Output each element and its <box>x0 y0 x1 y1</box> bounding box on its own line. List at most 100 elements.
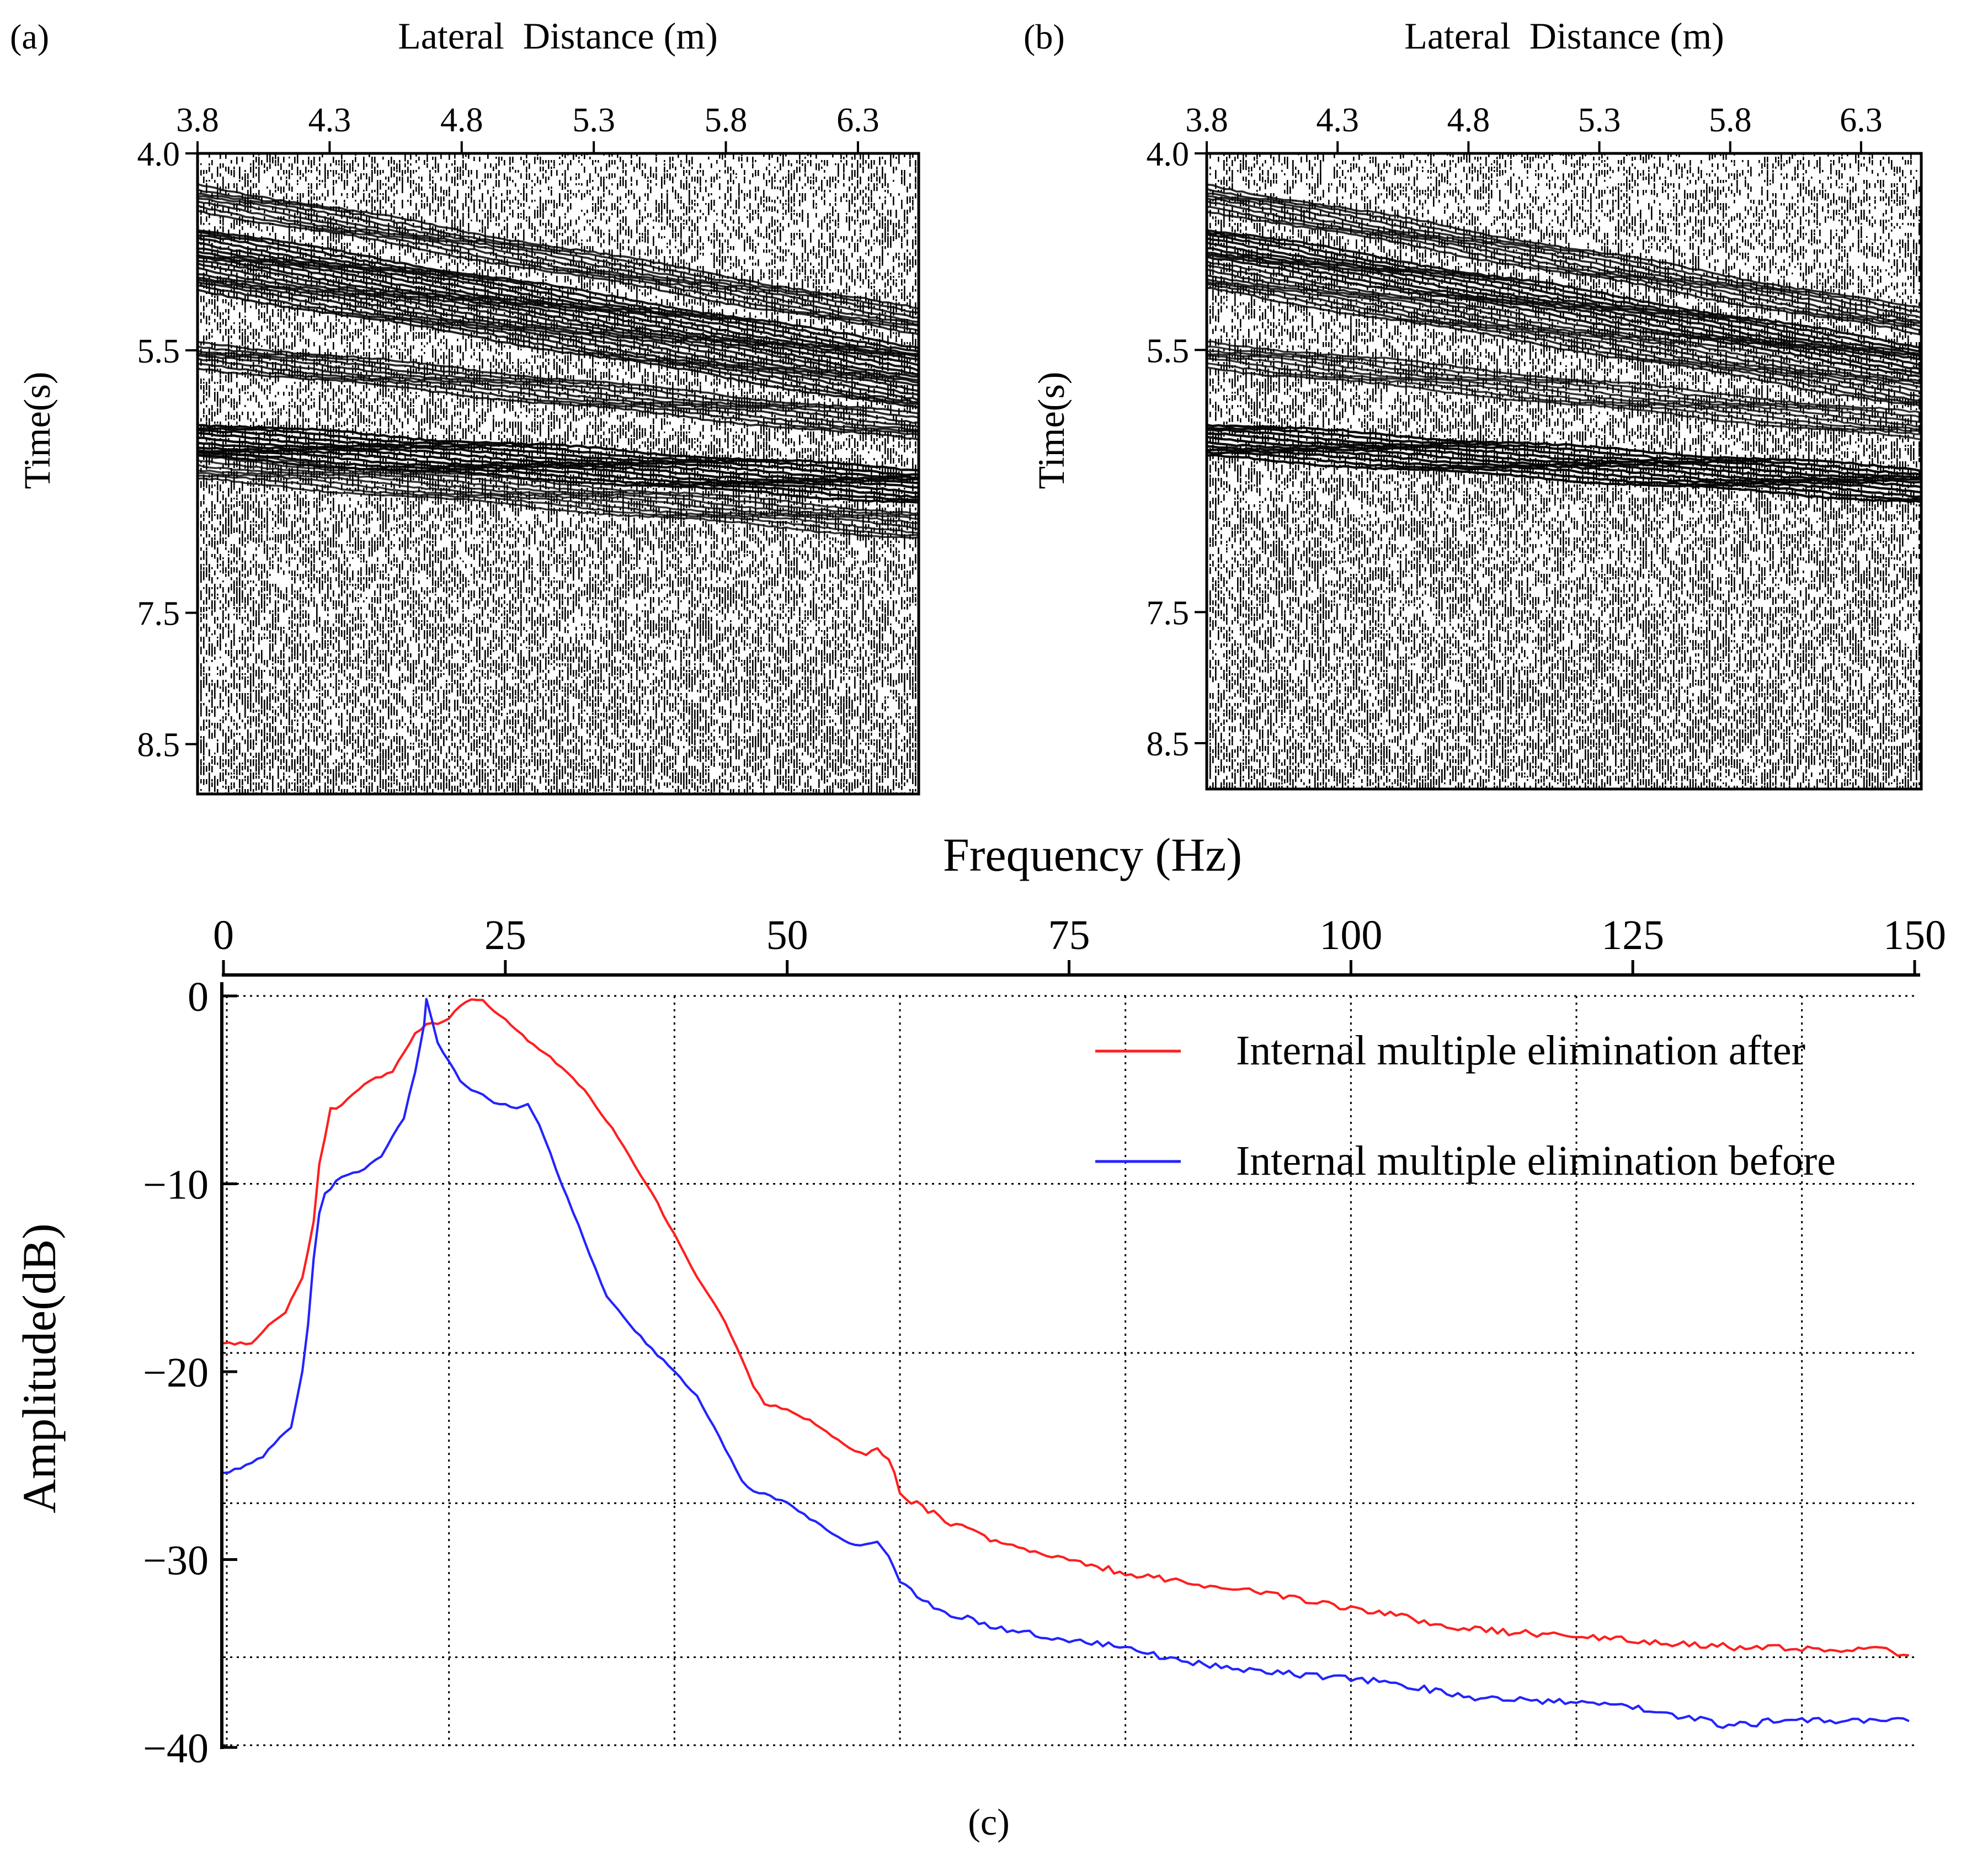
panel-a-reflector-line <box>198 229 919 349</box>
panel-a-reflector-line <box>198 236 919 358</box>
panel-b-reflector-line <box>1207 254 1921 375</box>
panel-a-reflector-line <box>198 451 919 515</box>
panel-a-reflector-line <box>198 472 919 535</box>
panel-a-reflector-line <box>198 247 919 366</box>
panel-a-reflector-line <box>198 197 919 326</box>
chart-c-xtick-label: 25 <box>484 912 526 958</box>
panel-a-reflector-line <box>198 367 919 441</box>
panel-b-reflector-line <box>1207 205 1921 332</box>
panel-a-xlabel: Lateral Distance (m) <box>398 15 718 57</box>
panel-a-reflector-line <box>198 262 919 384</box>
panel-b-ytick-label: 8.5 <box>1147 726 1190 763</box>
panel-b-reflector <box>1207 423 1921 504</box>
panel-a-reflector-line <box>198 273 919 392</box>
chart-c-xtick-label: 50 <box>766 912 808 958</box>
panel-a-reflector-line <box>198 259 919 381</box>
chart-c-yticks: 0 −10 −20 −30 −40 <box>143 974 237 1772</box>
panel-a-ytick-label: 5.5 <box>137 333 180 370</box>
panel-a-reflector-line <box>198 363 919 436</box>
panel-b-reflector-line <box>1207 210 1921 336</box>
panel-a-reflector-line <box>198 341 919 415</box>
panel-a-xtick-label: 5.3 <box>572 102 615 139</box>
chart-c-ytick-label: −10 <box>143 1162 209 1208</box>
panel-b-reflector-line <box>1207 435 1921 484</box>
panel-b-reflector-line <box>1207 440 1921 488</box>
panel-a-reflector-line <box>198 455 919 516</box>
panel-a-xtick-label: 4.8 <box>440 102 483 139</box>
panel-b-yticks: 4.0 5.5 7.5 8.5 <box>1147 136 1207 763</box>
panel-a-reflector-line <box>198 446 919 494</box>
chart-c-xlabel: Frequency (Hz) <box>943 828 1242 881</box>
panel-b-reflector-line <box>1207 454 1921 504</box>
seismic-section-a: (a) Lateral Distance (m) Time(s) 3.8 4.3 4… <box>10 15 920 796</box>
panel-b-reflector-line <box>1207 231 1921 353</box>
panel-b-xticks: 3.8 4.3 4.8 5.3 5.8 6.3 <box>1185 102 1883 153</box>
panel-a-reflector-line <box>198 254 919 376</box>
panel-a-frame <box>196 152 920 796</box>
panel-a-reflector-line <box>198 475 919 537</box>
panel-c-label: (c) <box>968 1801 1009 1843</box>
panel-a-reflector-line <box>198 281 919 403</box>
panel-a-reflector <box>198 229 919 378</box>
series-line-before <box>223 998 1910 1729</box>
panel-b-reflector-line <box>1207 354 1921 430</box>
panel-a-reflector-line <box>198 352 919 429</box>
panel-b-ylabel: Time(s) <box>1030 372 1072 489</box>
panel-a-reflector-line <box>198 477 919 539</box>
panel-b-frame <box>1205 152 1923 791</box>
panel-a-reflector-line <box>198 451 919 502</box>
panel-a-reflector-line <box>198 250 919 372</box>
panel-a-reflector-line <box>198 267 919 387</box>
panel-a-reflector-line <box>198 454 919 504</box>
chart-c-xtick-label: 75 <box>1048 912 1090 958</box>
chart-c-plot-area <box>223 996 1915 1747</box>
panel-b-reflector-line <box>1207 432 1921 481</box>
panel-b-reflector-line <box>1207 451 1921 501</box>
panel-b-reflector-line <box>1207 340 1921 414</box>
panel-b-reflector-line <box>1207 357 1921 433</box>
panel-a-reflector-line <box>198 200 919 327</box>
panel-b-reflector-line <box>1207 281 1921 402</box>
panel-a-reflector-line <box>198 231 919 353</box>
panel-a-reflector-line <box>198 350 919 424</box>
panel-b-ytick-label: 7.5 <box>1147 594 1190 632</box>
panel-a-xticks: 3.8 4.3 4.8 5.3 5.8 6.3 <box>176 102 880 153</box>
panel-b-reflector-line <box>1207 252 1921 370</box>
legend-label-before: Internal multiple elimination before <box>1236 1138 1836 1184</box>
panel-b-reflector-line <box>1207 449 1921 498</box>
panel-a-reflector-line <box>198 205 919 332</box>
chart-c-ylabel: Amplitude(dB) <box>13 1223 66 1513</box>
panel-b-reflector-line <box>1207 283 1921 404</box>
panel-a-reflector <box>198 183 919 335</box>
panel-a-reflector-line <box>198 449 919 499</box>
panel-b-reflector-line <box>1207 366 1921 441</box>
panel-b-reflector-line <box>1207 362 1921 435</box>
panel-b-reflector-line <box>1207 350 1921 423</box>
panel-b-reflectors <box>1207 183 1921 504</box>
panel-b-reflector-line <box>1207 278 1921 398</box>
panel-b-reflector-line <box>1207 183 1921 309</box>
panel-a-reflector-line <box>198 210 919 335</box>
chart-c-ytick-label: 0 <box>188 974 209 1020</box>
panel-a-reflector-line <box>198 188 919 314</box>
panel-a-reflector-line <box>198 183 919 310</box>
panel-a-reflector-line <box>198 431 919 481</box>
panel-b-reflector-line <box>1207 255 1921 379</box>
panel-b-label: (b) <box>1024 17 1065 56</box>
panel-a-reflector-line <box>198 463 919 524</box>
chart-c-ytick-label: −20 <box>143 1350 209 1396</box>
panel-b-reflector <box>1207 183 1921 336</box>
series-line-after <box>223 998 1910 1657</box>
spectrum-chart: Frequency (Hz) Amplitude(dB) 0 25 50 75 100 1… <box>13 828 1946 1843</box>
panel-b-reflector-line <box>1207 345 1921 419</box>
panel-a-reflector-line <box>198 255 919 378</box>
panel-b-xtick-label: 6.3 <box>1840 102 1883 139</box>
panel-b-xtick-label: 4.8 <box>1447 102 1490 139</box>
panel-b-reflector-line <box>1207 353 1921 428</box>
panel-a-reflector-line <box>198 192 919 319</box>
panel-a-reflector-line <box>198 428 919 479</box>
panel-b-reflector-line <box>1207 268 1921 388</box>
panel-b-reflector-line <box>1207 274 1921 393</box>
panel-b-reflector-line <box>1207 188 1921 313</box>
